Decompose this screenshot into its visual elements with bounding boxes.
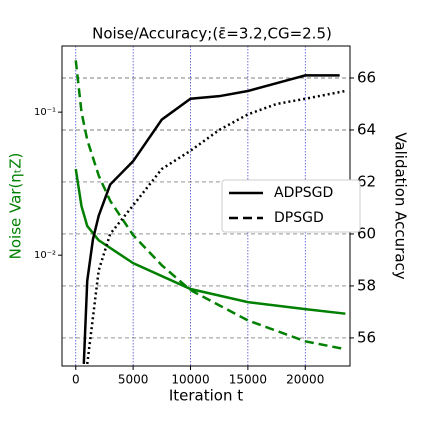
y2-tick-label: 60 <box>357 224 376 242</box>
y2-tick-label: 64 <box>357 120 376 138</box>
series-line <box>74 168 346 315</box>
y-axis-label: Noise Var(ηₜZ) <box>7 153 25 260</box>
y2-tick-label: 66 <box>357 68 376 86</box>
x-tick-label: 0 <box>72 373 80 387</box>
x-axis-label: Iteration t <box>169 387 243 405</box>
x-tick-label: 20000 <box>286 373 324 387</box>
y2-tick-label: 56 <box>357 328 376 346</box>
x-tick-label: 10000 <box>171 373 209 387</box>
series-line <box>82 74 340 364</box>
legend-label: ADPSGD <box>274 185 333 201</box>
y-tick-label: 10⁻² <box>34 250 56 261</box>
series-line <box>74 60 346 351</box>
x-tick-label: 15000 <box>229 373 267 387</box>
legend-label: DPSGD <box>274 210 324 226</box>
y2-tick-label: 58 <box>357 276 376 294</box>
chart-title: Noise/Accuracy;(ε̄=3.2,CG=2.5) <box>92 25 332 43</box>
plot-area <box>74 60 346 365</box>
y-tick-label: 10⁻¹ <box>34 107 56 118</box>
x-tick-label: 5000 <box>118 373 149 387</box>
y2-tick-label: 62 <box>357 172 376 190</box>
y2-axis-label: Validation Accuracy <box>392 132 410 279</box>
